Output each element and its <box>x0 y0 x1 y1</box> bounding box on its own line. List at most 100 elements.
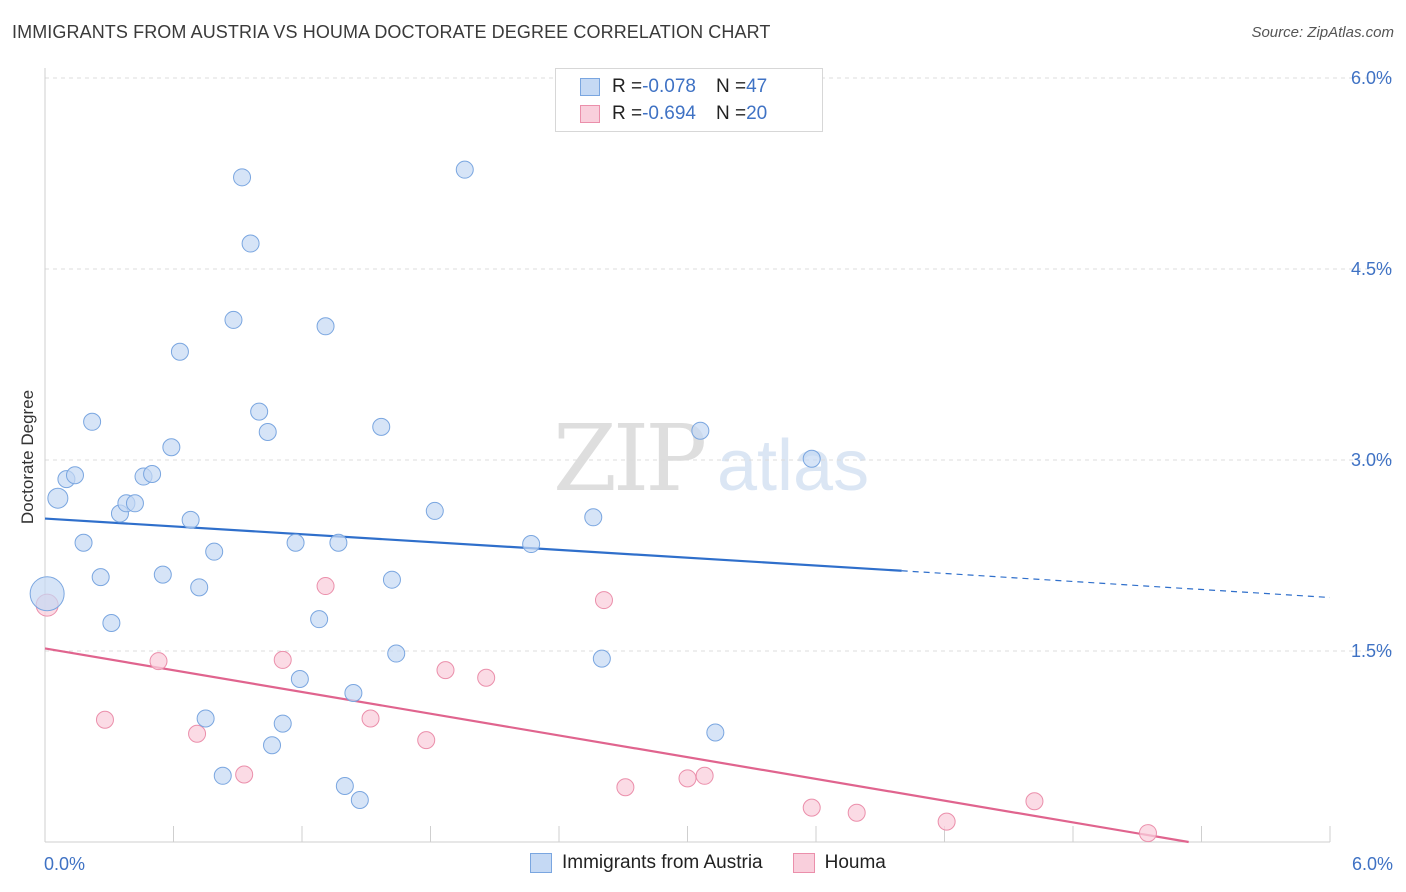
austria-point <box>387 644 406 663</box>
chart-source: Source: ZipAtlas.com <box>1251 24 1394 41</box>
houma-trendline <box>44 647 1189 844</box>
legend-r-label: R = <box>612 76 643 97</box>
austria-point <box>181 510 200 529</box>
austria-point <box>310 610 329 629</box>
legend-label-austria: Immigrants from Austria <box>562 852 763 873</box>
austria-point <box>162 438 181 457</box>
austria-point <box>224 310 243 329</box>
y-tick-label: 6.0% <box>1351 68 1392 88</box>
houma-point <box>802 798 821 817</box>
austria-point <box>102 613 121 632</box>
austria-point <box>29 576 65 612</box>
austria-point <box>592 649 611 668</box>
houma-point <box>695 766 714 785</box>
austria-point <box>258 422 277 441</box>
legend-n-label: N = <box>715 103 747 124</box>
legend-r-value: -0.694 <box>642 103 696 124</box>
legend-r-value: -0.078 <box>642 76 696 97</box>
houma-point <box>847 803 866 822</box>
legend-n-value: 47 <box>746 76 768 97</box>
austria-point <box>350 790 369 809</box>
austria-point <box>263 736 282 755</box>
zipatlas-watermark: ZIP atlas <box>553 405 869 512</box>
y-tick-label: 3.0% <box>1351 450 1392 470</box>
legend-swatch-austria <box>530 853 552 873</box>
legend-item-austria: Immigrants from Austria <box>530 852 763 874</box>
houma-point <box>316 577 335 596</box>
austria-point <box>143 465 162 484</box>
chart-title: IMMIGRANTS FROM AUSTRIA VS HOUMA DOCTORA… <box>12 22 771 42</box>
austria-point <box>273 714 292 733</box>
houma-points <box>35 577 1157 843</box>
watermark-zip: ZIP <box>553 405 704 512</box>
axes <box>44 68 1331 843</box>
tick-labels: 1.5% 3.0% 4.5% 6.0% 0.0% 6.0% <box>44 68 1393 874</box>
austria-point <box>83 412 102 431</box>
austria-point <box>455 160 474 179</box>
austria-point <box>335 776 354 795</box>
houma-point <box>188 724 207 743</box>
legend-r-label: R = <box>612 103 643 124</box>
austria-point <box>170 342 189 361</box>
austria-point <box>213 766 232 785</box>
legend-item-houma: Houma <box>792 852 886 874</box>
houma-point <box>616 778 635 797</box>
austria-point <box>91 568 110 587</box>
austria-point <box>286 533 305 552</box>
x-tick-label: 6.0% <box>1352 854 1393 874</box>
houma-point <box>235 765 254 784</box>
legend-swatch-houma <box>580 105 600 123</box>
austria-point <box>316 317 335 336</box>
houma-point <box>417 731 436 750</box>
y-tick-label: 1.5% <box>1351 641 1392 661</box>
austria-point <box>205 542 224 561</box>
houma-point <box>361 709 380 728</box>
austria-point <box>65 466 84 485</box>
austria-point <box>329 533 348 552</box>
houma-point <box>1025 792 1044 811</box>
series-legend: Immigrants from Austria Houma <box>530 852 916 874</box>
legend-swatch-houma <box>792 853 815 873</box>
legend-row-houma: R = -0.694 N = 20 <box>580 102 767 126</box>
austria-point <box>691 421 710 440</box>
legend-swatch-austria <box>580 78 600 96</box>
austria-trendline-extension <box>901 570 1331 599</box>
houma-point <box>594 591 613 610</box>
y-axis-label: Doctorate Degree <box>18 390 37 524</box>
legend-row-austria: R = -0.078 N = 47 <box>580 75 767 99</box>
austria-point <box>802 449 821 468</box>
stats-legend: R = -0.078 N = 47 R = -0.694 N = 20 <box>555 68 823 132</box>
trendlines <box>44 517 1331 844</box>
austria-point <box>522 535 541 554</box>
houma-point <box>436 661 455 680</box>
legend-label-houma: Houma <box>824 852 886 873</box>
houma-point <box>1138 824 1157 843</box>
y-tick-label: 4.5% <box>1351 259 1392 279</box>
austria-point <box>372 417 391 436</box>
austria-point <box>74 533 93 552</box>
austria-point <box>125 494 144 513</box>
gridlines <box>45 77 1392 652</box>
houma-point <box>678 769 697 788</box>
austria-point <box>250 402 269 421</box>
watermark-atlas: atlas <box>717 426 869 506</box>
austria-points <box>29 160 821 809</box>
austria-point <box>153 565 172 584</box>
austria-point <box>47 487 69 509</box>
austria-point <box>190 578 209 597</box>
legend-n-label: N = <box>715 76 747 97</box>
houma-point <box>477 668 496 687</box>
austria-point <box>706 723 725 742</box>
legend-n-value: 20 <box>746 103 768 124</box>
houma-point <box>273 650 292 669</box>
austria-point <box>382 570 401 589</box>
austria-point <box>344 684 363 703</box>
houma-point <box>95 710 114 729</box>
austria-point <box>425 501 444 520</box>
austria-point <box>241 234 260 253</box>
austria-point <box>584 508 603 527</box>
austria-point <box>196 709 215 728</box>
austria-trendline <box>44 517 902 572</box>
houma-point <box>937 812 956 831</box>
austria-point <box>290 670 309 689</box>
